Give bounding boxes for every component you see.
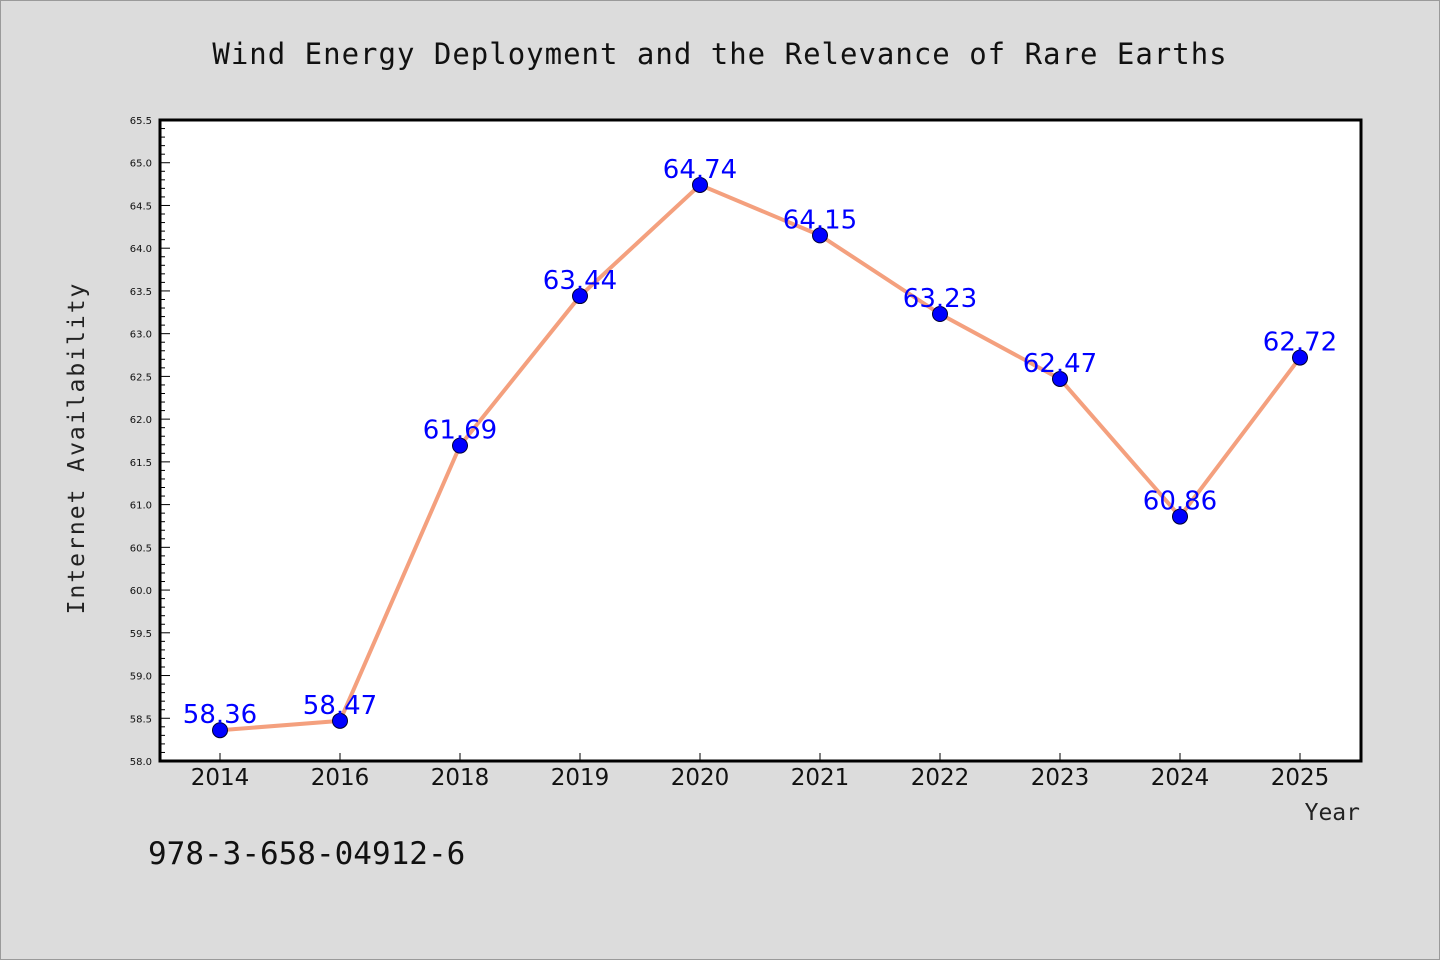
data-point <box>812 227 828 244</box>
data-point <box>932 306 948 323</box>
series-line <box>218 182 1302 733</box>
x-tick-label: 2014 <box>191 765 250 791</box>
data-label: 64.74 <box>663 155 737 185</box>
x-tick-label: 2020 <box>671 765 730 791</box>
data-point <box>332 712 348 729</box>
y-tick-label: 64.5 <box>130 201 152 212</box>
y-tick-label: 60.0 <box>130 586 152 597</box>
data-point <box>692 176 708 193</box>
plot-area <box>160 120 1361 761</box>
data-label: 64.15 <box>783 205 857 235</box>
data-label: 62.72 <box>1263 328 1337 358</box>
chart-title: Wind Energy Deployment and the Relevance… <box>212 37 1227 71</box>
data-label: 60.86 <box>1143 487 1217 517</box>
data-labels: 58.36 58.47 61.69 63.44 64.74 64.15 63.23 62.47… <box>183 155 1337 730</box>
y-tick-label: 65.0 <box>130 159 152 170</box>
y-tick-label: 61.0 <box>130 501 152 512</box>
data-point <box>1052 370 1068 387</box>
y-tick-label: 63.5 <box>130 287 152 298</box>
data-label: 58.36 <box>183 700 257 730</box>
y-tick-label: 64.0 <box>130 244 152 255</box>
data-point <box>1292 349 1308 366</box>
data-point <box>572 288 588 305</box>
data-label: 62.47 <box>1023 349 1097 379</box>
data-label: 58.47 <box>303 691 377 721</box>
y-tick-label: 58.5 <box>130 714 152 725</box>
y-tick-label: 62.5 <box>130 372 152 383</box>
x-tick-label: 2023 <box>1031 765 1090 791</box>
y-axis-label: Internet Availability <box>64 282 90 615</box>
y-tick-label: 61.5 <box>130 458 152 469</box>
x-tick-label: 2022 <box>911 765 970 791</box>
plot-border <box>158 118 1363 763</box>
x-tick-label: 2016 <box>311 765 370 791</box>
y-tick-label: 59.0 <box>130 672 152 683</box>
series-markers <box>212 176 1308 739</box>
x-axis-ticks: 2014 2016 2018 2019 2020 2021 2022 2023 2024 2025 <box>191 753 1330 791</box>
data-label: 63.44 <box>543 266 617 296</box>
data-label: 61.69 <box>423 416 497 446</box>
data-label: 63.23 <box>903 284 977 314</box>
y-axis-ticks: 58.0 58.5 59.0 59.5 60.0 60.5 61.0 61.5 62.0 62.5… <box>130 116 170 768</box>
x-axis-label: Year <box>1305 800 1360 826</box>
x-tick-label: 2021 <box>791 765 850 791</box>
y-tick-label: 58.0 <box>130 757 152 768</box>
x-tick-label: 2018 <box>431 765 490 791</box>
data-point <box>212 722 228 739</box>
x-tick-label: 2019 <box>551 765 610 791</box>
data-point <box>452 437 468 454</box>
y-tick-label: 65.5 <box>130 116 152 127</box>
x-tick-label: 2025 <box>1271 765 1330 791</box>
data-point <box>1172 508 1188 525</box>
y-tick-label: 59.5 <box>130 629 152 640</box>
y-tick-label: 62.0 <box>130 415 152 426</box>
x-tick-label: 2024 <box>1151 765 1210 791</box>
isbn-footer: 978-3-658-04912-6 <box>148 836 465 872</box>
y-tick-label: 60.5 <box>130 543 152 554</box>
y-tick-label: 63.0 <box>130 330 152 341</box>
